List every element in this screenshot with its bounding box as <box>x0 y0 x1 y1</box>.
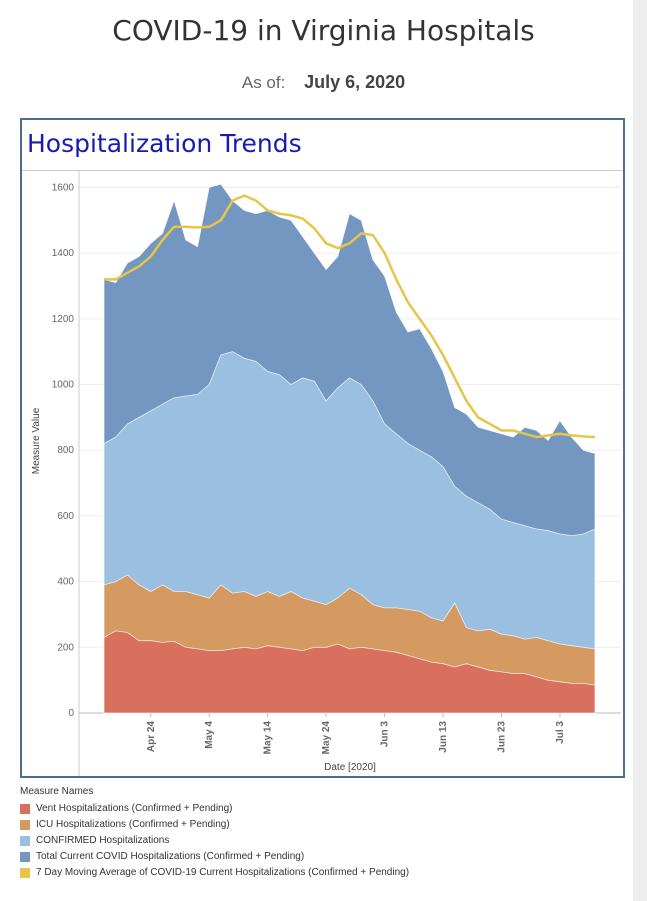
legend-label: Total Current COVID Hospitalizations (Co… <box>36 851 305 862</box>
legend-item[interactable]: ICU Hospitalizations (Confirmed + Pendin… <box>20 817 409 833</box>
x-axis-title: Date [2020] <box>324 762 376 773</box>
legend-label: ICU Hospitalizations (Confirmed + Pendin… <box>36 819 230 830</box>
y-tick-label: 0 <box>68 708 74 719</box>
legend-item[interactable]: 7 Day Moving Average of COVID-19 Current… <box>20 865 409 881</box>
legend-swatch <box>20 852 30 862</box>
x-tick-label: Jun 13 <box>438 721 449 753</box>
y-tick-label: 1600 <box>52 182 75 193</box>
legend-title: Measure Names <box>20 786 94 797</box>
as-of-label: As of: <box>241 73 286 92</box>
hospitalization-trends-panel: Hospitalization Trends 0 200 400 600 800 1000… <box>20 118 625 778</box>
y-tick-label: 400 <box>57 577 74 588</box>
panel-title: Hospitalization Trends <box>27 129 302 158</box>
series-area <box>103 630 596 714</box>
as-of-line: As of: July 6, 2020 <box>0 72 647 93</box>
moving-average-line <box>104 194 596 439</box>
legend-swatch <box>20 868 30 878</box>
page-scrollbar[interactable] <box>633 0 647 901</box>
x-tick-label: Jul 3 <box>555 721 566 744</box>
y-tick-label: 1400 <box>52 248 75 259</box>
x-tick-label: May 4 <box>204 721 215 749</box>
panel-header: Hospitalization Trends <box>22 120 623 171</box>
legend-label: 7 Day Moving Average of COVID-19 Current… <box>36 867 410 878</box>
legend: Measure Names Vent Hospitalizations (Con… <box>20 786 409 881</box>
legend-item[interactable]: Total Current COVID Hospitalizations (Co… <box>20 849 409 865</box>
legend-swatch <box>20 820 30 830</box>
legend-swatch <box>20 836 30 846</box>
legend-swatch <box>20 804 30 814</box>
y-tick-label: 1000 <box>52 380 75 391</box>
legend-label: CONFIRMED Hospitalizations <box>36 835 170 846</box>
x-tick-label: Jun 3 <box>380 721 391 748</box>
hospitalization-chart[interactable]: 0 200 400 600 800 1000 1200 1400 1600 Apr 24 May 4… <box>22 171 623 776</box>
y-tick-label: 800 <box>57 445 74 456</box>
as-of-date: July 6, 2020 <box>304 72 406 92</box>
legend-item[interactable]: CONFIRMED Hospitalizations <box>20 833 409 849</box>
y-tick-label: 200 <box>57 642 74 653</box>
y-tick-label: 600 <box>57 511 74 522</box>
y-tick-label: 1200 <box>52 314 75 325</box>
legend-label: Vent Hospitalizations (Confirmed + Pendi… <box>36 803 233 814</box>
y-axis-title: Measure Value <box>31 407 42 474</box>
page-title: COVID-19 in Virginia Hospitals <box>112 14 535 47</box>
x-tick-label: Jun 23 <box>496 721 507 753</box>
x-tick-label: Apr 24 <box>146 721 157 753</box>
x-tick-label: May 14 <box>263 721 274 755</box>
legend-item[interactable]: Vent Hospitalizations (Confirmed + Pendi… <box>20 801 409 817</box>
x-tick-label: May 24 <box>321 721 332 755</box>
